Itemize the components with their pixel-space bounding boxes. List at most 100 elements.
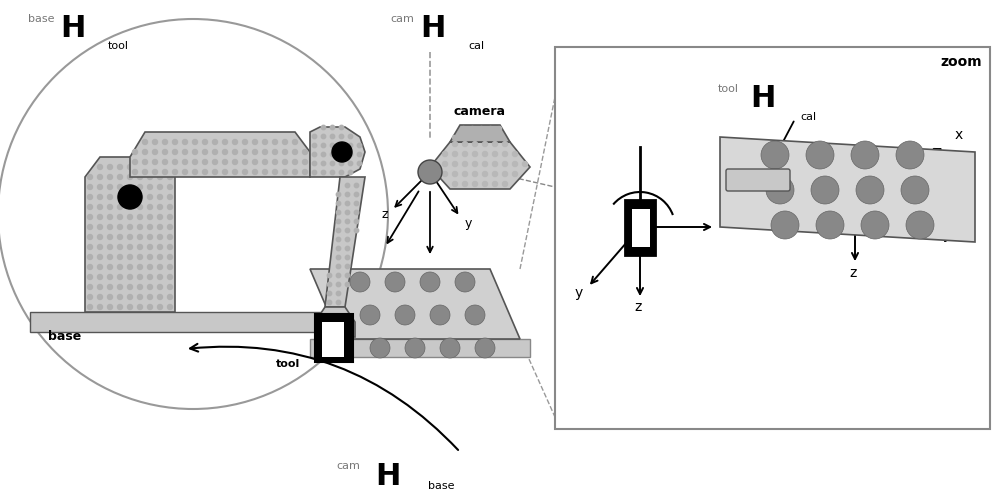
Circle shape (354, 210, 359, 215)
Circle shape (138, 204, 143, 210)
Circle shape (158, 245, 162, 249)
Circle shape (118, 284, 122, 289)
Circle shape (336, 255, 341, 260)
Bar (30, 312, 430, 332)
Circle shape (336, 201, 341, 206)
Circle shape (138, 284, 143, 289)
Circle shape (488, 127, 492, 131)
Circle shape (348, 134, 353, 139)
Circle shape (385, 272, 405, 292)
Text: z: z (382, 208, 388, 221)
Circle shape (108, 274, 112, 279)
Circle shape (482, 171, 488, 176)
Circle shape (98, 264, 103, 269)
Circle shape (98, 225, 103, 230)
Circle shape (488, 136, 492, 140)
Circle shape (168, 245, 173, 249)
Polygon shape (130, 132, 310, 177)
Circle shape (498, 127, 502, 131)
Circle shape (108, 184, 112, 189)
Circle shape (272, 140, 278, 145)
Circle shape (98, 174, 103, 179)
Bar (310, 339, 530, 357)
Bar (322, 322, 344, 357)
Circle shape (856, 176, 884, 204)
Circle shape (432, 162, 438, 166)
Circle shape (330, 152, 335, 157)
Circle shape (128, 204, 132, 210)
Circle shape (148, 254, 152, 259)
Circle shape (232, 169, 238, 174)
Circle shape (88, 184, 92, 189)
Circle shape (108, 284, 112, 289)
Circle shape (473, 181, 478, 186)
Text: tool: tool (108, 41, 129, 51)
Circle shape (312, 134, 317, 139)
Text: cal. object: cal. object (398, 347, 462, 357)
Circle shape (330, 162, 335, 166)
Circle shape (168, 215, 173, 220)
Circle shape (108, 305, 112, 310)
Circle shape (503, 152, 508, 157)
Circle shape (143, 169, 148, 174)
Circle shape (168, 264, 173, 269)
Text: cal: cal (468, 41, 484, 51)
Circle shape (252, 150, 258, 155)
Circle shape (152, 169, 158, 174)
Circle shape (88, 174, 92, 179)
Circle shape (473, 171, 478, 176)
Text: base: base (48, 330, 82, 343)
Polygon shape (315, 307, 355, 337)
Text: cam: cam (390, 14, 414, 24)
Circle shape (242, 140, 248, 145)
Circle shape (492, 181, 498, 186)
Text: z: z (634, 300, 641, 314)
Circle shape (88, 225, 92, 230)
Circle shape (143, 140, 148, 145)
Circle shape (158, 284, 162, 289)
Circle shape (473, 142, 478, 147)
Circle shape (222, 160, 228, 165)
Circle shape (202, 150, 208, 155)
Circle shape (158, 165, 162, 169)
Circle shape (283, 150, 288, 155)
Circle shape (168, 274, 173, 279)
Circle shape (327, 291, 332, 296)
Circle shape (212, 169, 218, 174)
Circle shape (339, 162, 344, 166)
Circle shape (108, 245, 112, 249)
Circle shape (465, 305, 485, 325)
Circle shape (143, 160, 148, 165)
Circle shape (182, 160, 188, 165)
Circle shape (473, 162, 478, 166)
Circle shape (452, 162, 458, 166)
Circle shape (202, 160, 208, 165)
Circle shape (345, 264, 350, 269)
Circle shape (452, 181, 458, 186)
Circle shape (202, 140, 208, 145)
Circle shape (262, 140, 268, 145)
Circle shape (345, 210, 350, 215)
Circle shape (462, 181, 468, 186)
Circle shape (348, 152, 353, 157)
Circle shape (345, 201, 350, 206)
Circle shape (440, 338, 460, 358)
Circle shape (336, 282, 341, 287)
Circle shape (350, 272, 370, 292)
Circle shape (332, 142, 352, 162)
Circle shape (88, 264, 92, 269)
Circle shape (148, 174, 152, 179)
Circle shape (354, 201, 359, 206)
Circle shape (292, 169, 298, 174)
Circle shape (522, 162, 528, 166)
Circle shape (395, 305, 415, 325)
Circle shape (330, 170, 335, 175)
Circle shape (202, 169, 208, 174)
Circle shape (168, 295, 173, 300)
Circle shape (108, 174, 112, 179)
Circle shape (192, 140, 198, 145)
Circle shape (896, 141, 924, 169)
Text: y: y (943, 228, 951, 242)
Circle shape (138, 174, 143, 179)
Circle shape (173, 160, 178, 165)
